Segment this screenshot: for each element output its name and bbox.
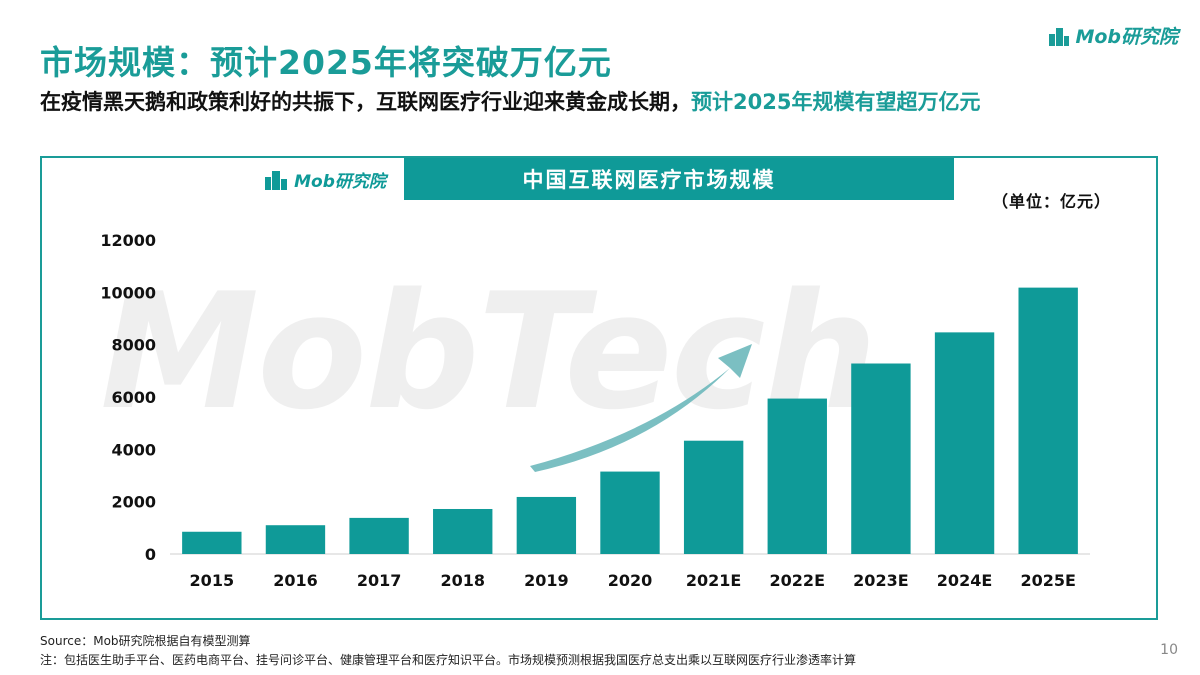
bar (516, 496, 577, 554)
x-tick-label: 2024E (937, 571, 992, 590)
page-title: 市场规模：预计2025年将突破万亿元 (40, 43, 612, 82)
bar (349, 517, 409, 554)
chart-banner: Mob研究院 中国互联网医疗市场规模 (246, 158, 954, 200)
building-logo-icon (1049, 27, 1070, 46)
x-tick-label: 2020 (608, 571, 653, 590)
subtitle-main: 在疫情黑天鹅和政策利好的共振下，互联网医疗行业迎来黄金成长期， (40, 90, 691, 114)
subtitle-highlight: 预计2025年规模有望超万亿元 (691, 90, 981, 114)
page-number: 10 (1160, 642, 1178, 658)
x-tick-label: 2025E (1020, 571, 1075, 590)
bar (767, 398, 827, 554)
x-tick-label: 2015 (190, 571, 235, 590)
y-tick-label: 2000 (111, 493, 156, 512)
banner-logo-text: Mob研究院 (294, 171, 386, 192)
y-tick-label: 0 (145, 545, 156, 564)
x-tick-label: 2019 (524, 571, 569, 590)
y-tick-label: 4000 (111, 440, 156, 459)
x-tick-label: 2018 (440, 571, 485, 590)
x-tick-label: 2021E (686, 571, 741, 590)
building-logo-icon (265, 171, 288, 190)
bar (265, 525, 326, 554)
bar (934, 332, 995, 554)
unit-label: （单位：亿元） (992, 192, 1112, 211)
brand-logo-text: Mob研究院 (1075, 26, 1178, 48)
y-tick-label: 10000 (100, 283, 156, 302)
trend-arrow-icon (530, 344, 752, 472)
y-tick-label: 6000 (111, 388, 156, 407)
chart-frame (40, 156, 1158, 620)
bar (182, 531, 242, 554)
bar-chart: 0 2000 4000 6000 8000 10000 12000 2015 2016 2017 2… (100, 231, 1090, 590)
bar (683, 440, 744, 554)
y-tick-label: 12000 (100, 231, 156, 250)
x-tick-label: 2023E (853, 571, 908, 590)
footnote: 注：包括医生助手平台、医药电商平台、挂号问诊平台、健康管理平台和医疗知识平台。市… (40, 653, 857, 667)
bar (433, 508, 493, 554)
x-tick-label: 2022E (770, 571, 825, 590)
x-tick-label: 2017 (357, 571, 402, 590)
banner-logo: Mob研究院 (246, 158, 404, 200)
x-tick-label: 2016 (273, 571, 318, 590)
page-subtitle: 在疫情黑天鹅和政策利好的共振下，互联网医疗行业迎来黄金成长期，预计2025年规模… (40, 86, 980, 116)
y-tick-label: 8000 (111, 336, 156, 355)
bar (1018, 287, 1078, 554)
bar (600, 471, 660, 554)
bar (851, 363, 911, 554)
brand-logo: Mob研究院 (1047, 22, 1178, 49)
source-note: Source：Mob研究院根据自有模型测算 (40, 634, 251, 648)
chart-title: 中国互联网医疗市场规模 (522, 168, 776, 192)
